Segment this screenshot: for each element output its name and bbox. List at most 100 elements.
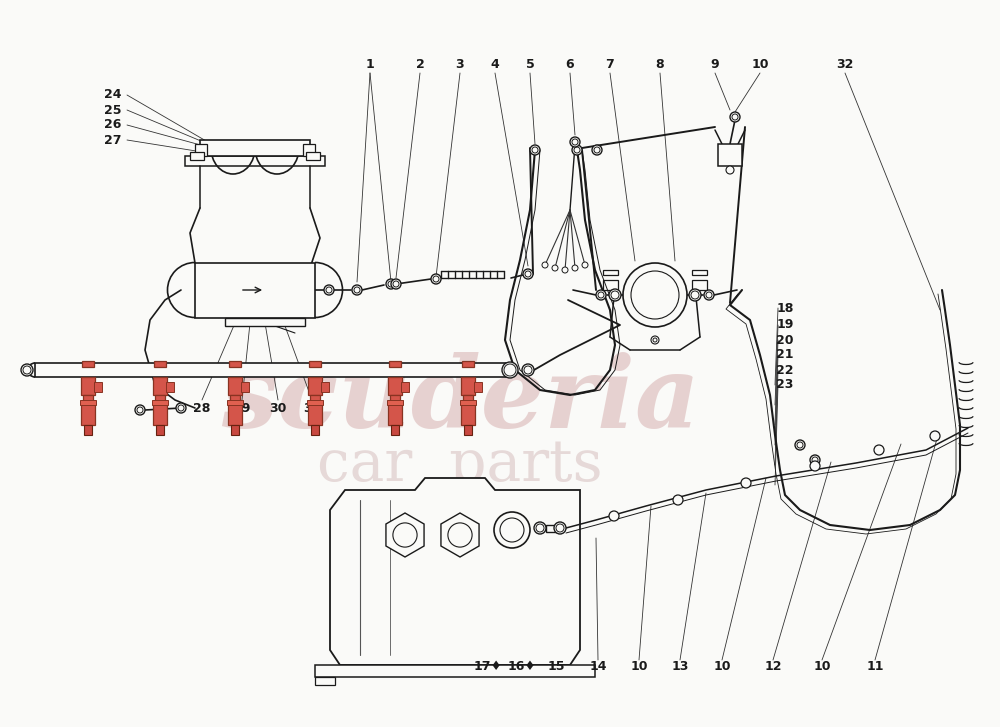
Bar [307,400,323,405]
Circle shape [523,269,533,279]
Circle shape [730,112,740,122]
Bar [464,425,472,435]
Text: 7: 7 [606,58,614,71]
Text: 15: 15 [547,661,565,673]
Circle shape [21,364,33,376]
Circle shape [500,518,524,542]
Text: 28: 28 [193,401,211,414]
Bar [156,425,164,435]
Circle shape [726,166,734,174]
Bar [692,270,707,275]
Bar [153,403,167,425]
Bar [388,377,402,395]
Circle shape [609,511,619,521]
Bar [315,665,595,677]
Circle shape [448,523,472,547]
Polygon shape [441,513,479,557]
Text: 3: 3 [456,58,464,71]
Circle shape [352,285,362,295]
Circle shape [536,524,544,532]
Bar [241,382,249,392]
Bar [474,382,482,392]
Text: 10: 10 [751,58,769,71]
Bar [190,152,204,160]
Circle shape [554,522,566,534]
Circle shape [556,524,564,532]
Circle shape [651,336,659,344]
Circle shape [504,364,516,376]
Text: 24: 24 [104,89,122,102]
Circle shape [810,455,820,465]
Bar [321,382,329,392]
Bar [401,382,409,392]
Bar [303,144,315,156]
Circle shape [706,292,712,298]
Bar [82,361,94,367]
Circle shape [552,265,558,271]
Text: 2: 2 [416,58,424,71]
Bar [546,525,560,532]
Bar [166,382,174,392]
Text: 31: 31 [303,401,321,414]
Bar [81,403,95,425]
Bar [80,400,96,405]
Circle shape [137,407,143,413]
Circle shape [812,457,818,463]
Bar [152,400,168,405]
Circle shape [524,366,532,374]
Bar [94,382,102,392]
Bar [231,425,239,435]
Bar [311,425,319,435]
Circle shape [673,495,683,505]
Text: 30: 30 [269,401,287,414]
Bar [603,280,618,290]
Circle shape [433,276,439,282]
Circle shape [522,364,534,376]
Text: 13: 13 [671,661,689,673]
Bar [718,144,742,166]
Circle shape [598,292,604,298]
Text: 26: 26 [104,119,122,132]
Circle shape [354,287,360,293]
Circle shape [594,147,600,153]
Circle shape [23,366,31,374]
Bar [35,363,510,377]
Circle shape [689,289,701,301]
Circle shape [810,461,820,471]
Circle shape [741,478,751,488]
Text: scuderia: scuderia [221,352,699,449]
Text: 1: 1 [366,58,374,71]
Circle shape [930,431,940,441]
Bar [185,156,325,166]
Circle shape [691,291,699,299]
Circle shape [596,290,606,300]
Circle shape [502,362,518,378]
Bar [84,425,92,435]
Circle shape [570,137,580,147]
Bar [463,395,473,403]
Text: 11: 11 [866,661,884,673]
Circle shape [530,145,540,155]
Bar [306,152,320,160]
Bar [309,361,321,367]
Circle shape [534,522,546,534]
Circle shape [609,289,621,301]
Bar [388,403,402,425]
Bar [461,403,475,425]
Circle shape [874,445,884,455]
Bar [228,377,242,395]
Circle shape [562,267,568,273]
Circle shape [386,279,396,289]
Bar [83,395,93,403]
Circle shape [324,285,334,295]
Bar [230,395,240,403]
Bar [692,280,707,290]
Text: 19: 19 [776,318,794,332]
Circle shape [572,265,578,271]
Circle shape [135,405,145,415]
Bar [225,318,305,326]
Text: 10: 10 [713,661,731,673]
Bar [391,425,399,435]
Text: 25: 25 [104,103,122,116]
Text: 23: 23 [776,379,794,392]
